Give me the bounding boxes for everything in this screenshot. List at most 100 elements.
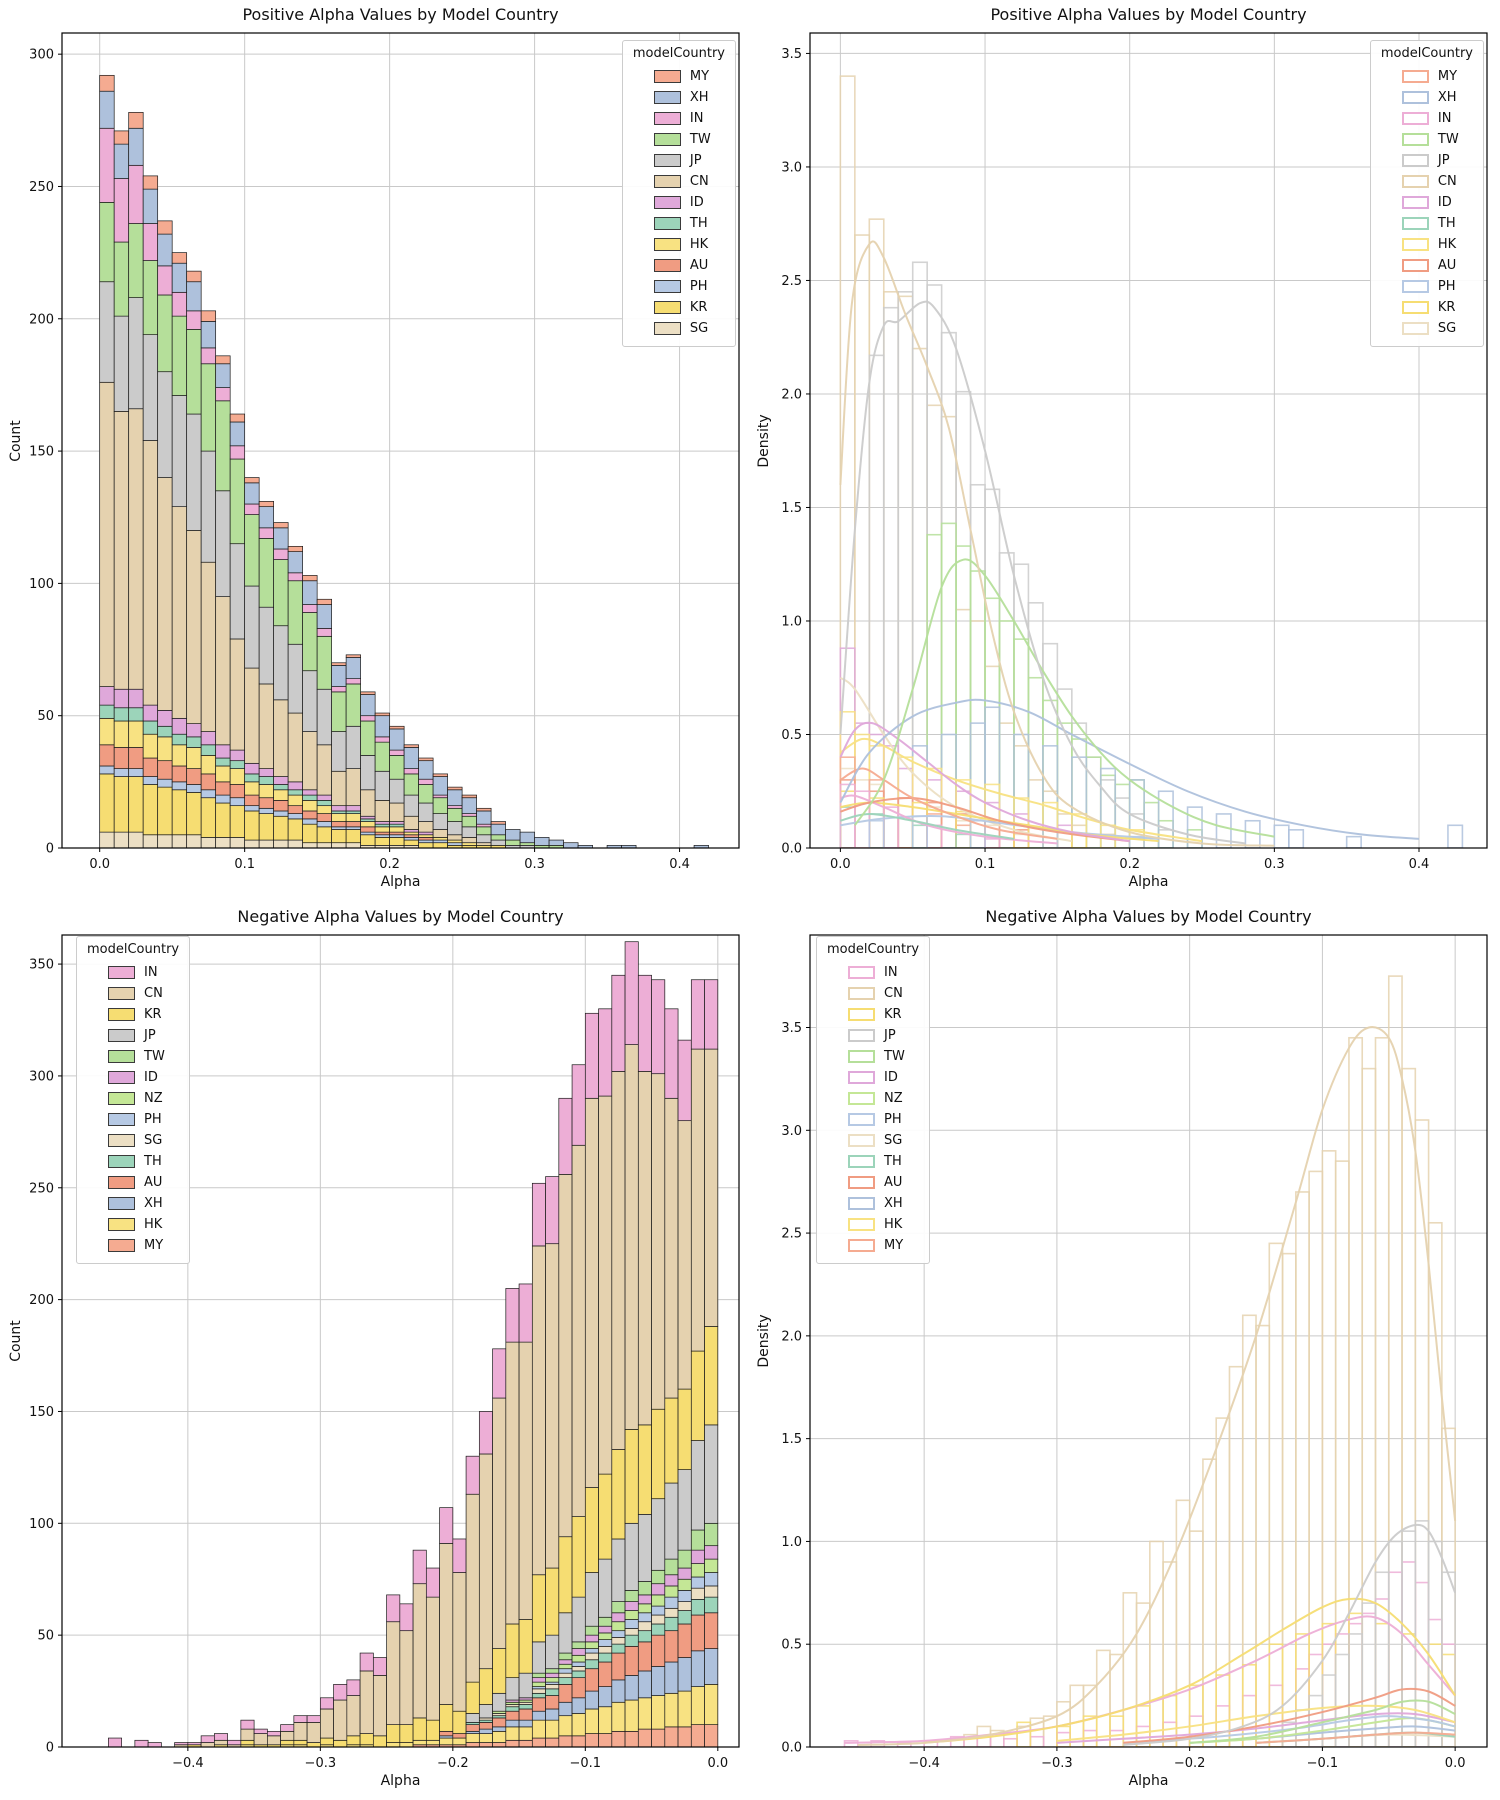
- bar-segment-CN: [677, 1120, 692, 1390]
- bar-segment-CN: [186, 530, 202, 724]
- bar-segment-IN: [187, 1742, 202, 1746]
- legend-label: JP: [1437, 153, 1450, 168]
- legend-swatch-SG: [108, 1134, 135, 1147]
- bar-segment-IN: [677, 1039, 692, 1122]
- bar-segment-TH: [558, 1677, 573, 1685]
- bar-segment-TW: [432, 797, 448, 814]
- bar-segment-CN: [389, 802, 405, 822]
- bar-segment-XH: [345, 657, 361, 679]
- bar-segment-HK: [386, 1742, 401, 1747]
- legend: modelCountry IN CN KR JP TW ID NZ PH SG TH AU XH HK M…: [816, 936, 931, 1264]
- bar-segment-CN: [439, 1543, 454, 1705]
- legend-label: TH: [1437, 216, 1456, 231]
- legend-swatch-HK: [848, 1218, 875, 1231]
- legend-label: MY: [1437, 69, 1458, 84]
- bar-segment-XH: [664, 1661, 679, 1694]
- stacked-bars-layer: [108, 941, 719, 1747]
- bar-segment-KR: [273, 815, 289, 841]
- legend-swatch-KR: [108, 1008, 135, 1021]
- y-axis-label: Density: [756, 413, 772, 468]
- bar-segment-XH: [637, 1670, 652, 1699]
- legend-label: NZ: [144, 1091, 163, 1106]
- bar-segment-MY: [545, 1737, 560, 1747]
- bar-segment-AU: [558, 1684, 573, 1703]
- bar-segment-KR: [412, 1717, 427, 1741]
- bar-segment-SG: [611, 1637, 626, 1645]
- legend-entry-JP: JP: [848, 1025, 919, 1046]
- bar-segment-MY: [331, 662, 347, 666]
- bar-segment-CN: [200, 1742, 215, 1747]
- legend-swatch-AU: [1401, 259, 1429, 272]
- legend-label: IN: [144, 965, 158, 980]
- bar-segment-CN: [505, 1341, 520, 1625]
- bar-segment-MY: [360, 691, 376, 695]
- legend-entry-AU: AU: [1401, 255, 1473, 276]
- bar-segment-IN: [399, 1603, 414, 1632]
- legend-swatch-TW: [848, 1050, 875, 1063]
- svg-text:1.0: 1.0: [781, 1535, 802, 1550]
- bar-segment-HK: [505, 1726, 520, 1741]
- bar-segment-CN: [258, 683, 275, 769]
- bar-segment-KR: [113, 776, 130, 833]
- legend-swatch-IN: [848, 966, 875, 979]
- bar-segment-AU: [505, 1710, 520, 1721]
- outline-hist-JP: [868, 261, 1174, 848]
- bar-segment-HK: [664, 1692, 679, 1728]
- bar-segment-KR: [244, 810, 260, 841]
- bar-segment-TH: [651, 1623, 666, 1636]
- bar-segment-CN: [571, 1144, 586, 1517]
- svg-text:0.4: 0.4: [669, 857, 690, 872]
- outline-hist-CN: [963, 975, 1456, 1747]
- bar-segment-HK: [611, 1701, 626, 1732]
- bar-segment-IN: [651, 979, 666, 1075]
- bar-segment-HK: [461, 842, 477, 846]
- bar-segment-KR: [99, 773, 115, 833]
- bar-segment-XH: [584, 1690, 599, 1710]
- legend-label: JP: [884, 1028, 896, 1043]
- bar-segment-HK: [425, 1739, 440, 1746]
- bar-segment-JP: [360, 755, 376, 791]
- bar-segment-XH: [273, 527, 289, 550]
- bar-segment-XH: [229, 421, 246, 447]
- legend-swatch-KR: [848, 1008, 875, 1021]
- bar-segment-HK: [273, 789, 289, 801]
- bar-segment-IN: [157, 265, 173, 296]
- bar-segment-PH: [244, 805, 260, 812]
- bar-segment-XH: [677, 1657, 692, 1692]
- bar-segment-IN: [214, 1733, 228, 1741]
- bar-segment-SG: [624, 1628, 639, 1636]
- bar-segment-IN: [389, 749, 405, 756]
- bar-segment-CN: [171, 506, 188, 719]
- bar-segment-AU: [611, 1652, 626, 1681]
- kde-curve-PH: [840, 815, 1159, 840]
- bar-segment-AU: [171, 765, 188, 783]
- bar-segment-IN: [200, 1735, 215, 1743]
- bar-segment-JP: [664, 1482, 679, 1560]
- bar-segment-JP: [461, 826, 477, 838]
- legend-entry-HK: HK: [653, 234, 725, 255]
- outline-hist-XH: [911, 706, 1464, 848]
- bar-segment-IN: [229, 445, 246, 460]
- svg-text:150: 150: [29, 445, 54, 460]
- bar-segment-ID: [200, 731, 217, 746]
- bar-segment-HK: [171, 744, 188, 767]
- bar-segment-MY: [465, 1742, 480, 1747]
- legend-entry-TW: TW: [108, 1046, 179, 1067]
- chart-title: Positive Alpha Values by Model Country: [242, 5, 559, 24]
- bar-segment-CN: [200, 561, 217, 732]
- bar-segment-JP: [389, 778, 405, 804]
- svg-text:350: 350: [29, 958, 54, 973]
- bar-segment-ID: [157, 710, 173, 727]
- bar-segment-KR: [359, 1733, 374, 1746]
- bar-segment-CN: [403, 815, 419, 830]
- legend-swatch-XH: [108, 1197, 135, 1210]
- bar-segment-HK: [598, 1706, 613, 1734]
- bar-segment-TH: [598, 1652, 613, 1663]
- bar-segment-ID: [316, 794, 332, 801]
- legend-swatch-HK: [1401, 238, 1429, 251]
- kde-curve-PH: [1123, 1715, 1456, 1744]
- bar-segment-KR: [651, 1408, 666, 1500]
- bar-segment-PH: [215, 794, 231, 804]
- bar-segment-XH: [258, 506, 275, 529]
- bar-segment-HK: [412, 1739, 427, 1746]
